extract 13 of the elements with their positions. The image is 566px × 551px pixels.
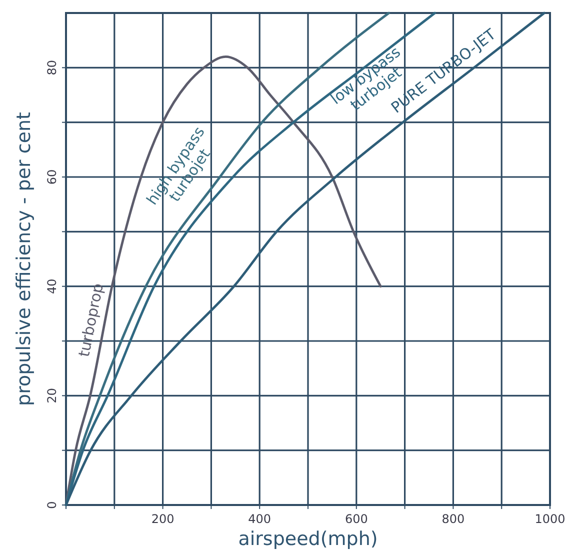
- x-tick-label: 1000: [534, 512, 566, 526]
- y-tick-label: 60: [45, 169, 59, 185]
- y-tick-label: 0: [45, 501, 59, 509]
- x-tick-label: 600: [344, 512, 368, 526]
- y-axis-title: propulsive efficiency - per cent: [13, 112, 35, 406]
- y-tick-label: 80: [45, 60, 59, 76]
- x-tick-label: 800: [442, 512, 465, 526]
- x-tick-label: 400: [248, 512, 272, 526]
- y-tick-label: 40: [45, 278, 59, 294]
- x-tick-label: 200: [151, 512, 174, 526]
- x-axis-title: airspeed(mph): [238, 528, 378, 550]
- y-tick-label: 20: [45, 388, 59, 404]
- line-series: [64, 12, 546, 506]
